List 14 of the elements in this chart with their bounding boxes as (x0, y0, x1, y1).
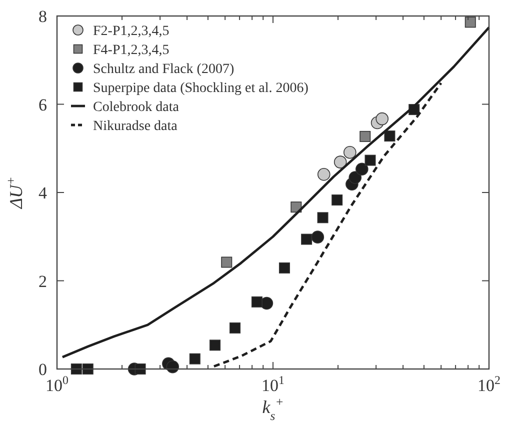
y-tick-label: 6 (38, 95, 47, 114)
legend-label: Superpipe data (Shockling et al. 2006) (93, 81, 309, 96)
x-tick-label: 10$^{1}$ (262, 373, 285, 395)
y-tick-label: 2 (38, 272, 47, 291)
legend-label: Schultz and Flack (2007) (93, 62, 234, 77)
y-tick-label: 4 (38, 184, 48, 202)
legend-label: Nikuradse data (93, 119, 178, 134)
x-tick-label: 10$^{2}$ (478, 373, 501, 395)
y-tick-label: 8 (38, 7, 47, 26)
x-tick-label: 10$^{0}$ (46, 373, 69, 395)
legend-label: F2-P1,2,3,4,5 (93, 24, 170, 39)
y-tick-label: 0 (38, 360, 47, 379)
legend-label: Colebrook data (93, 100, 180, 115)
legend-label: F4-P1,2,3,4,5 (93, 43, 170, 58)
